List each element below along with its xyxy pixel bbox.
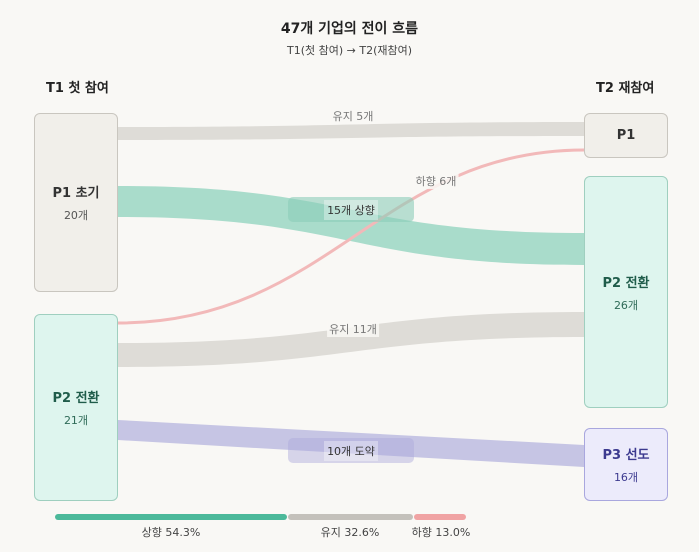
flow-label-p2-keep: 유지 11개 xyxy=(327,321,379,337)
node-count: 20개 xyxy=(63,209,89,222)
flow-label-p1-keep: 유지 5개 xyxy=(330,108,376,124)
flow-p2-leap xyxy=(118,420,584,467)
summary-bar-up xyxy=(55,514,287,520)
node-t2-p3: P3 선도 16개 xyxy=(584,428,668,501)
summary-bar-keep xyxy=(288,514,413,520)
chart-title: 47개 기업의 전이 흐름 xyxy=(280,21,419,37)
node-count: 26개 xyxy=(613,298,639,312)
column-header-t1: T1 첫 참여 xyxy=(46,81,109,96)
summary-label-down: 하향 13.0% xyxy=(411,526,471,539)
node-t1-p2: P2 전환 21개 xyxy=(34,314,118,501)
flow-label-p1-up: 15개 상향 xyxy=(288,197,414,222)
chart-subtitle: T1(첫 참여) → T2(재참여) xyxy=(286,44,413,57)
summary-bar-down xyxy=(414,514,466,520)
flow-label-text: 15개 상향 xyxy=(324,199,378,220)
node-name: P1 초기 xyxy=(52,186,100,201)
node-count: 21개 xyxy=(63,414,89,427)
summary-label-up: 상향 54.3% xyxy=(141,526,201,539)
flow-p2-keep xyxy=(118,312,584,367)
node-t2-p1: P1 xyxy=(584,113,668,158)
flow-label-p2-down: 하향 6개 xyxy=(413,173,459,189)
node-t2-p2: P2 전환 26개 xyxy=(584,176,668,408)
node-name: P3 선도 xyxy=(602,448,650,463)
flow-label-p2-leap: 10개 도약 xyxy=(288,438,414,463)
node-name: P1 xyxy=(616,128,636,143)
flow-label-text: 10개 도약 xyxy=(324,440,378,461)
summary-label-keep: 유지 32.6% xyxy=(320,526,380,539)
flow-p1-keep xyxy=(118,122,584,140)
flow-p1-up xyxy=(118,186,584,265)
column-header-t2: T2 재참여 xyxy=(596,81,655,96)
flow-p2-down xyxy=(117,148,585,325)
node-t1-p1: P1 초기 20개 xyxy=(34,113,118,292)
node-count: 16개 xyxy=(613,471,639,484)
node-name: P2 전환 xyxy=(602,275,650,291)
node-name: P2 전환 xyxy=(52,391,100,406)
